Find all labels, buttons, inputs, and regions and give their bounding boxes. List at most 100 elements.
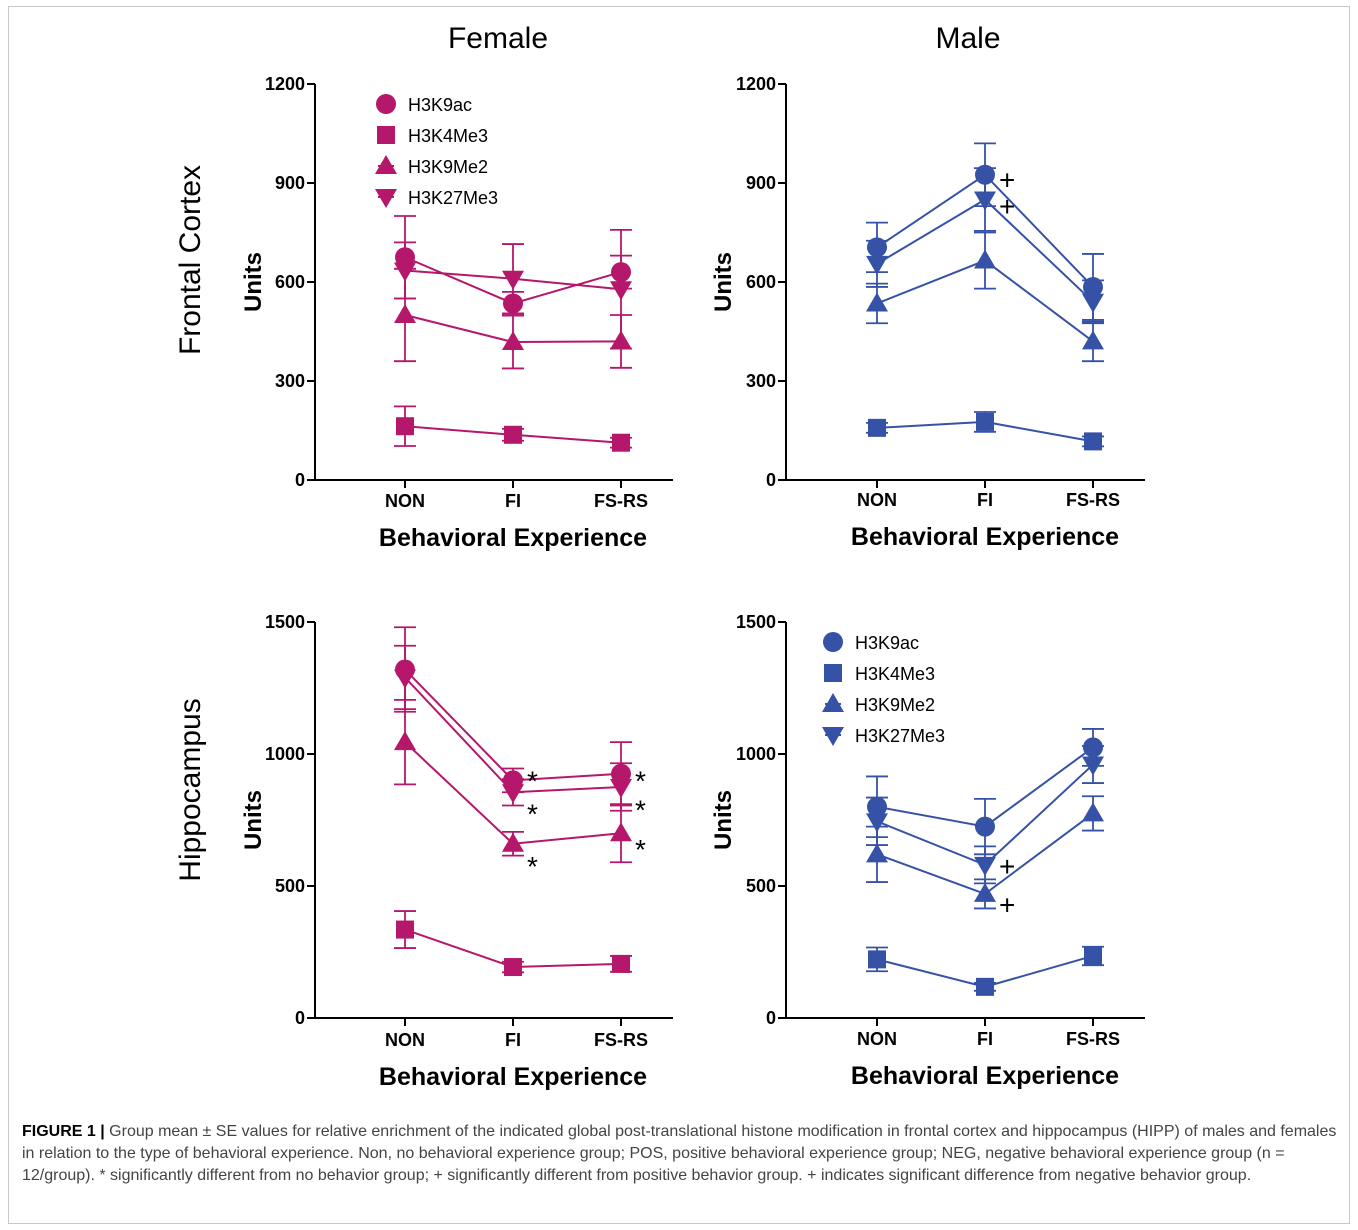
data-point — [502, 270, 524, 290]
data-point — [1084, 432, 1102, 451]
series-H3K9Me2 — [394, 698, 632, 864]
data-point — [974, 191, 996, 211]
x-tick-label: FI — [505, 1030, 521, 1050]
legend-marker — [822, 693, 844, 712]
x-tick-label: FS-RS — [1066, 490, 1120, 510]
legend-label: H3K9ac — [408, 95, 472, 115]
y-tick-label: 500 — [275, 876, 305, 896]
x-axis-title: Behavioral Experience — [379, 524, 647, 552]
legend: H3K9ac H3K4Me3 H3K9Me2 H3K27Me3 — [822, 632, 945, 746]
legend-marker — [822, 727, 844, 746]
legend-label: H3K4Me3 — [855, 664, 935, 684]
data-point — [868, 950, 886, 969]
data-point — [866, 843, 888, 863]
legend-marker — [824, 664, 842, 682]
x-axis-title: Behavioral Experience — [851, 523, 1119, 551]
chart-panel-3: 0 500 1000 1500 NON FI FS-RS Units Behavioral Ex… — [240, 612, 673, 1091]
y-tick-label: 0 — [766, 470, 776, 490]
row-title-hippocampus: Hippocampus — [174, 698, 207, 881]
data-point — [866, 813, 888, 833]
y-tick-label: 500 — [746, 876, 776, 896]
y-tick-label: 1000 — [265, 744, 305, 764]
series-H3K4Me3 — [866, 411, 1104, 451]
chart-panel-1: 0 300 600 900 1200 NON FI FS-RS Units Behavioral … — [240, 74, 673, 552]
data-point — [502, 832, 524, 852]
data-point — [866, 255, 888, 275]
x-tick-label: FI — [977, 1029, 993, 1049]
y-tick-label: 1500 — [265, 612, 305, 632]
legend-marker — [377, 126, 395, 144]
legend: H3K9ac H3K4Me3 H3K9Me2 H3K27Me3 — [375, 94, 498, 208]
y-axis-title: Units — [240, 790, 267, 850]
data-point — [974, 249, 996, 269]
figure-caption: FIGURE 1 | Group mean ± SE values for re… — [22, 1121, 1340, 1187]
x-axis-title: Behavioral Experience — [851, 1062, 1119, 1090]
series-line — [404, 668, 622, 782]
y-tick-label: 1200 — [265, 74, 305, 94]
significance-mark: * — [635, 794, 646, 825]
data-point — [610, 822, 632, 842]
data-point — [610, 281, 632, 301]
y-tick-label: 1000 — [736, 744, 776, 764]
data-point — [868, 418, 886, 437]
figure-frame — [8, 6, 1350, 1224]
column-title-female: Female — [448, 22, 548, 55]
legend-label: H3K27Me3 — [855, 726, 945, 746]
series-H3K27Me3 — [866, 167, 1104, 325]
y-tick-label: 0 — [766, 1008, 776, 1028]
data-point — [1082, 293, 1104, 313]
x-tick-label: FS-RS — [594, 491, 648, 511]
data-point — [612, 954, 630, 973]
significance-mark: * — [527, 851, 538, 882]
significance-mark: * — [635, 834, 646, 865]
y-axis-title: Units — [710, 252, 737, 312]
significance-mark: + — [999, 165, 1015, 196]
series-H3K27Me3 — [394, 644, 632, 812]
legend-label: H3K4Me3 — [408, 126, 488, 146]
significance-mark: * — [635, 765, 646, 796]
y-tick-label: 600 — [275, 272, 305, 292]
y-tick-label: 900 — [746, 173, 776, 193]
significance-mark: + — [999, 889, 1015, 920]
data-point — [976, 412, 994, 431]
legend-marker — [376, 94, 396, 114]
data-point — [394, 262, 416, 282]
legend-label: H3K9Me2 — [855, 695, 935, 715]
y-tick-label: 0 — [295, 1008, 305, 1028]
series-H3K4Me3 — [394, 405, 632, 452]
legend-marker — [375, 155, 397, 174]
y-axis-title: Units — [240, 252, 267, 312]
y-tick-label: 0 — [295, 470, 305, 490]
y-tick-label: 1500 — [736, 612, 776, 632]
series-H3K9Me2 — [866, 795, 1104, 910]
data-point — [974, 882, 996, 902]
data-point — [610, 779, 632, 798]
y-tick-label: 300 — [746, 371, 776, 391]
series-H3K9ac — [866, 728, 1104, 856]
y-tick-label: 1200 — [736, 74, 776, 94]
data-point — [396, 417, 414, 436]
data-point — [394, 669, 416, 689]
data-point — [974, 856, 996, 876]
data-point — [394, 304, 416, 323]
x-tick-label: FS-RS — [1066, 1029, 1120, 1049]
column-title-male: Male — [935, 22, 1000, 55]
legend-marker — [823, 632, 843, 652]
row-title-frontal-cortex: Frontal Cortex — [174, 165, 207, 355]
x-tick-label: NON — [385, 1030, 425, 1050]
significance-mark: * — [527, 798, 538, 829]
y-tick-label: 300 — [275, 371, 305, 391]
chart-panel-4: 0 500 1000 1500 NON FI FS-RS Units Behavioral Ex… — [710, 612, 1145, 1090]
data-point — [975, 816, 995, 837]
significance-mark: + — [999, 851, 1015, 882]
data-point — [394, 731, 416, 751]
y-tick-label: 900 — [275, 173, 305, 193]
series-H3K9Me2 — [866, 231, 1104, 363]
x-axis-title: Behavioral Experience — [379, 1063, 647, 1091]
legend-label: H3K9Me2 — [408, 157, 488, 177]
x-tick-label: FS-RS — [594, 1030, 648, 1050]
chart-panel-2: 0 300 600 900 1200 NON FI FS-RS Units Behavioral … — [710, 74, 1145, 551]
significance-mark: + — [999, 191, 1015, 222]
x-tick-label: NON — [857, 490, 897, 510]
data-point — [502, 784, 524, 804]
